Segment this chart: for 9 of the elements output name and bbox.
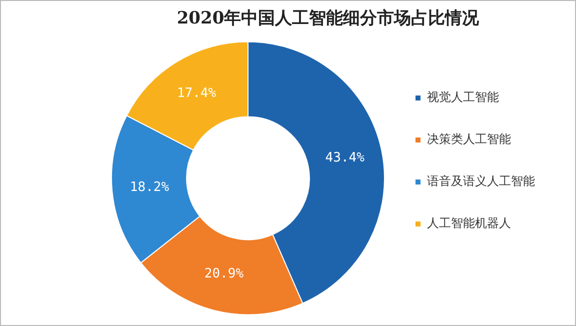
legend-label: 视觉人工智能 (427, 90, 499, 104)
data-label: 17.4% (176, 86, 216, 102)
data-label: 20.9% (204, 266, 244, 282)
data-label: 18.2% (130, 180, 170, 196)
legend-label: 决策类人工智能 (427, 132, 511, 146)
legend-label: 语音及语义人工智能 (427, 174, 535, 188)
data-label: 43.4% (325, 150, 365, 166)
chart-title: 2020年中国人工智能细分市场占比情况 (176, 8, 480, 29)
legend-label: 人工智能机器人 (427, 216, 511, 230)
